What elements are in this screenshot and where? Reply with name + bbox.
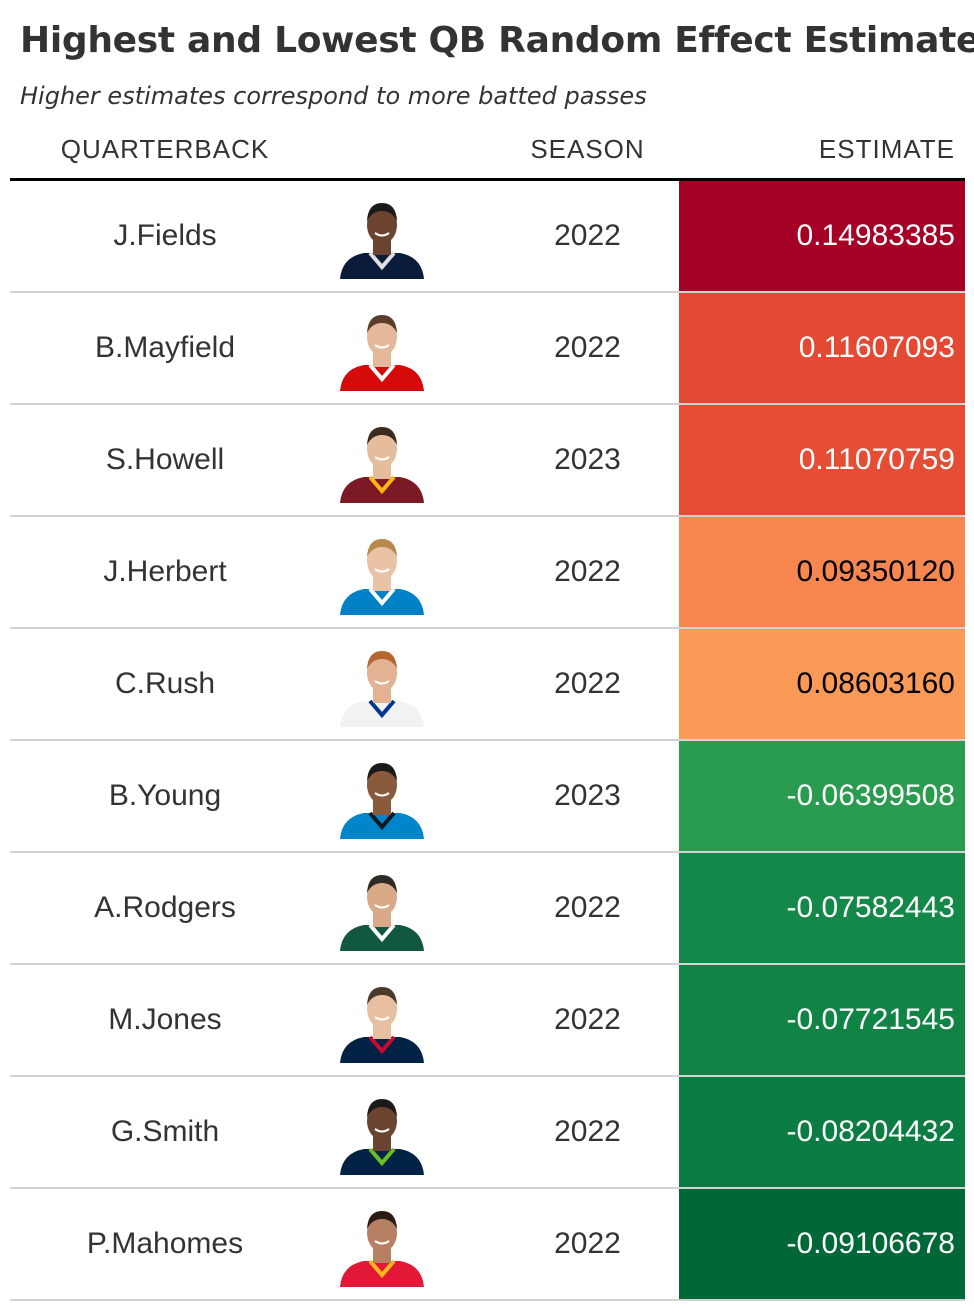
- hair-shape: [367, 203, 397, 221]
- smile-shape: [374, 1240, 390, 1245]
- table-row: J.Fields 2022 0.14983385: [10, 181, 965, 293]
- table-row: A.Rodgers 2022 -0.07582443: [10, 853, 965, 965]
- head-shape: [367, 654, 397, 692]
- chart-subtitle: Higher estimates correspond to more batt…: [20, 82, 647, 110]
- smile-shape: [374, 1128, 390, 1133]
- jersey-collar: [368, 587, 396, 607]
- column-header-quarterback: QUARTERBACK: [60, 134, 270, 164]
- head-shape: [367, 318, 397, 356]
- hair-shape: [367, 763, 397, 781]
- smile-shape: [374, 904, 390, 909]
- quarterback-headshot-icon: [332, 867, 432, 951]
- quarterback-headshot-icon: [332, 1091, 432, 1175]
- quarterback-name: A.Rodgers: [94, 891, 236, 924]
- table-row: B.Mayfield 2022 0.11607093: [10, 293, 965, 405]
- estimate-value: -0.09106678: [679, 1189, 965, 1299]
- table-row: M.Jones 2022 -0.07721545: [10, 965, 965, 1077]
- hair-shape: [367, 651, 397, 669]
- quarterback-name: J.Fields: [113, 219, 217, 252]
- quarterback-name: M.Jones: [108, 1003, 222, 1036]
- jersey-collar: [368, 923, 396, 943]
- hair-shape: [367, 1099, 397, 1117]
- quarterback-name: B.Mayfield: [94, 331, 236, 364]
- hair-shape: [367, 875, 397, 893]
- chart-title: Highest and Lowest QB Random Effect Esti…: [20, 20, 974, 61]
- table-row: J.Herbert 2022 0.09350120: [10, 517, 965, 629]
- quarterback-headshot-icon: [332, 195, 432, 279]
- season-value: 2022: [554, 331, 621, 364]
- hair-shape: [367, 427, 397, 445]
- season-value: 2023: [554, 443, 621, 476]
- season-value: 2022: [554, 555, 621, 588]
- head-shape: [367, 878, 397, 916]
- hair-shape: [367, 1211, 397, 1229]
- table-header: QUARTERBACK SEASON ESTIMATE: [10, 128, 965, 181]
- column-header-season: SEASON: [530, 134, 645, 164]
- jersey-collar: [368, 1259, 396, 1279]
- quarterback-name: S.Howell: [105, 443, 225, 476]
- head-shape: [367, 766, 397, 804]
- jersey-collar: [368, 1147, 396, 1167]
- estimate-value: -0.06399508: [679, 741, 965, 851]
- quarterback-name: B.Young: [108, 779, 222, 812]
- smile-shape: [374, 792, 390, 797]
- column-header-estimate: ESTIMATE: [818, 134, 955, 164]
- quarterback-headshot-icon: [332, 979, 432, 1063]
- table-row: G.Smith 2022 -0.08204432: [10, 1077, 965, 1189]
- season-value: 2022: [554, 1003, 621, 1036]
- head-shape: [367, 990, 397, 1028]
- quarterback-headshot-icon: [332, 419, 432, 503]
- quarterback-name: J.Herbert: [103, 555, 227, 588]
- table-body: J.Fields 2022 0.14983385 B.Mayfield 2022 0.11…: [10, 181, 965, 1301]
- hair-shape: [367, 987, 397, 1005]
- estimate-value: 0.11070759: [679, 405, 965, 515]
- estimate-value: 0.08603160: [679, 629, 965, 739]
- quarterback-headshot-icon: [332, 531, 432, 615]
- estimate-value: 0.09350120: [679, 517, 965, 627]
- quarterback-name: C.Rush: [114, 667, 216, 700]
- estimate-value: 0.11607093: [679, 293, 965, 403]
- quarterback-headshot-icon: [332, 1203, 432, 1287]
- quarterback-headshot-icon: [332, 643, 432, 727]
- head-shape: [367, 1102, 397, 1140]
- smile-shape: [374, 232, 390, 237]
- season-value: 2023: [554, 779, 621, 812]
- smile-shape: [374, 456, 390, 461]
- hair-shape: [367, 539, 397, 557]
- season-value: 2022: [554, 219, 621, 252]
- table-row: B.Young 2023 -0.06399508: [10, 741, 965, 853]
- estimate-value: -0.07582443: [679, 853, 965, 963]
- table-row: P.Mahomes 2022 -0.09106678: [10, 1189, 965, 1301]
- smile-shape: [374, 680, 390, 685]
- jersey-collar: [368, 699, 396, 719]
- head-shape: [367, 430, 397, 468]
- quarterback-name: G.Smith: [110, 1115, 220, 1148]
- estimate-value: 0.14983385: [679, 181, 965, 291]
- smile-shape: [374, 568, 390, 573]
- hair-shape: [367, 315, 397, 333]
- quarterback-name: P.Mahomes: [86, 1227, 244, 1260]
- jersey-collar: [368, 251, 396, 271]
- head-shape: [367, 1214, 397, 1252]
- season-value: 2022: [554, 1115, 621, 1148]
- estimate-value: -0.08204432: [679, 1077, 965, 1187]
- quarterback-headshot-icon: [332, 307, 432, 391]
- head-shape: [367, 206, 397, 244]
- table-row: C.Rush 2022 0.08603160: [10, 629, 965, 741]
- season-value: 2022: [554, 667, 621, 700]
- quarterback-headshot-icon: [332, 755, 432, 839]
- smile-shape: [374, 344, 390, 349]
- jersey-collar: [368, 1035, 396, 1055]
- jersey-collar: [368, 363, 396, 383]
- season-value: 2022: [554, 1227, 621, 1260]
- jersey-collar: [368, 811, 396, 831]
- smile-shape: [374, 1016, 390, 1021]
- jersey-collar: [368, 475, 396, 495]
- table-row: S.Howell 2023 0.11070759: [10, 405, 965, 517]
- season-value: 2022: [554, 891, 621, 924]
- estimate-value: -0.07721545: [679, 965, 965, 1075]
- head-shape: [367, 542, 397, 580]
